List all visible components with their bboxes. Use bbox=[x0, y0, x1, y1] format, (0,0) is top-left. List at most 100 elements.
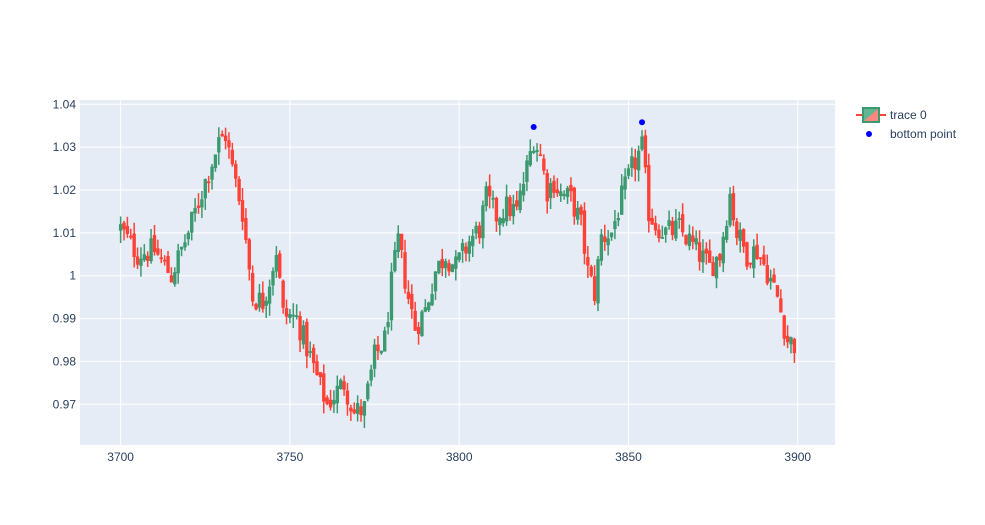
candle-body-decreasing[interactable] bbox=[410, 294, 414, 310]
candle-body-increasing[interactable] bbox=[481, 205, 485, 239]
candle-body-decreasing[interactable] bbox=[775, 285, 780, 297]
candle-body-decreasing[interactable] bbox=[315, 361, 319, 376]
candle-body-decreasing[interactable] bbox=[328, 399, 333, 408]
candle-body-decreasing[interactable] bbox=[765, 265, 769, 284]
candle-body-decreasing[interactable] bbox=[653, 223, 658, 231]
candle-body-decreasing[interactable] bbox=[680, 214, 685, 233]
candle-body-increasing[interactable] bbox=[294, 315, 299, 318]
candle-body-increasing[interactable] bbox=[369, 369, 373, 381]
candle-body-decreasing[interactable] bbox=[281, 280, 285, 308]
candle-body-decreasing[interactable] bbox=[230, 149, 235, 165]
candle-body-increasing[interactable] bbox=[636, 150, 641, 171]
candle-body-decreasing[interactable] bbox=[129, 235, 133, 238]
candle-body-increasing[interactable] bbox=[139, 258, 143, 266]
candle-body-increasing[interactable] bbox=[491, 197, 495, 200]
bottom-point-marker[interactable] bbox=[639, 119, 646, 126]
candle-body-decreasing[interactable] bbox=[650, 217, 654, 225]
candle-body-decreasing[interactable] bbox=[643, 135, 648, 168]
candle-body-increasing[interactable] bbox=[396, 233, 400, 253]
candle-body-decreasing[interactable] bbox=[545, 173, 549, 202]
candle-body-increasing[interactable] bbox=[389, 271, 394, 321]
candle-body-decreasing[interactable] bbox=[603, 236, 607, 242]
candle-body-decreasing[interactable] bbox=[494, 197, 499, 222]
candle-body-increasing[interactable] bbox=[596, 259, 600, 304]
candle-body-decreasing[interactable] bbox=[691, 235, 695, 243]
candle-body-increasing[interactable] bbox=[630, 156, 634, 168]
candle-body-increasing[interactable] bbox=[789, 337, 793, 345]
candle-body-decreasing[interactable] bbox=[684, 235, 688, 245]
candle-body-decreasing[interactable] bbox=[325, 397, 329, 405]
candle-body-decreasing[interactable] bbox=[162, 259, 167, 262]
candle-body-decreasing[interactable] bbox=[711, 262, 715, 277]
candle-body-increasing[interactable] bbox=[562, 193, 566, 197]
candle-body-increasing[interactable] bbox=[393, 250, 397, 272]
candle-body-increasing[interactable] bbox=[427, 302, 431, 311]
candle-body-increasing[interactable] bbox=[267, 286, 272, 304]
candle-body-increasing[interactable] bbox=[623, 176, 627, 190]
candle-body-decreasing[interactable] bbox=[318, 372, 323, 377]
candle-body-increasing[interactable] bbox=[501, 218, 505, 224]
candle-body-increasing[interactable] bbox=[386, 321, 390, 328]
candle-body-increasing[interactable] bbox=[271, 270, 275, 286]
candle-body-increasing[interactable] bbox=[728, 193, 732, 226]
candle-body-decreasing[interactable] bbox=[515, 200, 519, 207]
candle-body-increasing[interactable] bbox=[768, 277, 773, 282]
candle-body-increasing[interactable] bbox=[525, 160, 529, 183]
candle-body-increasing[interactable] bbox=[724, 226, 729, 240]
candle-body-increasing[interactable] bbox=[443, 261, 448, 269]
candle-body-increasing[interactable] bbox=[366, 383, 370, 400]
candle-body-increasing[interactable] bbox=[454, 256, 458, 269]
candle-body-decreasing[interactable] bbox=[579, 206, 583, 215]
candle-body-increasing[interactable] bbox=[674, 220, 678, 239]
candle-body-increasing[interactable] bbox=[437, 260, 441, 273]
candle-body-decreasing[interactable] bbox=[657, 229, 661, 239]
candle-body-decreasing[interactable] bbox=[477, 225, 482, 239]
candle-body-decreasing[interactable] bbox=[406, 291, 411, 299]
candle-body-increasing[interactable] bbox=[339, 379, 343, 389]
candle-body-decreasing[interactable] bbox=[785, 335, 790, 343]
candle-body-decreasing[interactable] bbox=[261, 292, 265, 310]
candle-body-decreasing[interactable] bbox=[762, 254, 766, 265]
candle-body-decreasing[interactable] bbox=[586, 257, 590, 266]
candle-body-decreasing[interactable] bbox=[464, 246, 468, 254]
candle-body-decreasing[interactable] bbox=[782, 315, 786, 339]
candle-body-increasing[interactable] bbox=[467, 241, 472, 254]
candle-body-decreasing[interactable] bbox=[735, 221, 739, 239]
candle-body-decreasing[interactable] bbox=[697, 242, 702, 262]
legend-item-bottom-point[interactable]: bottom point bbox=[866, 127, 957, 141]
candle-body-decreasing[interactable] bbox=[376, 344, 380, 352]
candle-body-increasing[interactable] bbox=[186, 232, 191, 240]
candle-body-decreasing[interactable] bbox=[244, 218, 248, 240]
candle-body-decreasing[interactable] bbox=[135, 256, 140, 265]
candle-body-decreasing[interactable] bbox=[125, 225, 130, 234]
candle-body-increasing[interactable] bbox=[721, 236, 725, 264]
candle-body-decreasing[interactable] bbox=[748, 262, 753, 265]
candle-body-increasing[interactable] bbox=[383, 330, 387, 352]
candle-body-increasing[interactable] bbox=[149, 238, 153, 262]
candle-body-decreasing[interactable] bbox=[718, 254, 722, 261]
candle-body-decreasing[interactable] bbox=[572, 187, 576, 217]
candle-body-increasing[interactable] bbox=[379, 350, 384, 354]
candle-body-increasing[interactable] bbox=[176, 250, 180, 274]
candle-body-increasing[interactable] bbox=[457, 252, 461, 260]
candle-body-increasing[interactable] bbox=[609, 232, 614, 238]
candle-body-increasing[interactable] bbox=[694, 238, 698, 245]
candle-body-decreasing[interactable] bbox=[132, 233, 136, 258]
candle-body-increasing[interactable] bbox=[518, 190, 522, 211]
candle-body-decreasing[interactable] bbox=[250, 272, 255, 302]
candle-body-increasing[interactable] bbox=[420, 311, 424, 337]
candle-body-decreasing[interactable] bbox=[278, 253, 282, 278]
legend[interactable]: trace 0 bottom point bbox=[856, 107, 957, 141]
candlestick-series[interactable] bbox=[118, 127, 797, 429]
candle-body-decreasing[interactable] bbox=[772, 274, 776, 283]
candle-body-decreasing[interactable] bbox=[322, 373, 326, 402]
candle-body-increasing[interactable] bbox=[576, 207, 580, 220]
candle-body-increasing[interactable] bbox=[677, 218, 681, 221]
candle-body-increasing[interactable] bbox=[332, 399, 336, 405]
candle-body-increasing[interactable] bbox=[210, 166, 214, 180]
candle-body-decreasing[interactable] bbox=[745, 242, 749, 267]
candle-body-increasing[interactable] bbox=[301, 325, 306, 345]
candle-body-decreasing[interactable] bbox=[227, 140, 231, 148]
candle-body-decreasing[interactable] bbox=[284, 308, 289, 317]
candle-body-decreasing[interactable] bbox=[589, 266, 593, 276]
